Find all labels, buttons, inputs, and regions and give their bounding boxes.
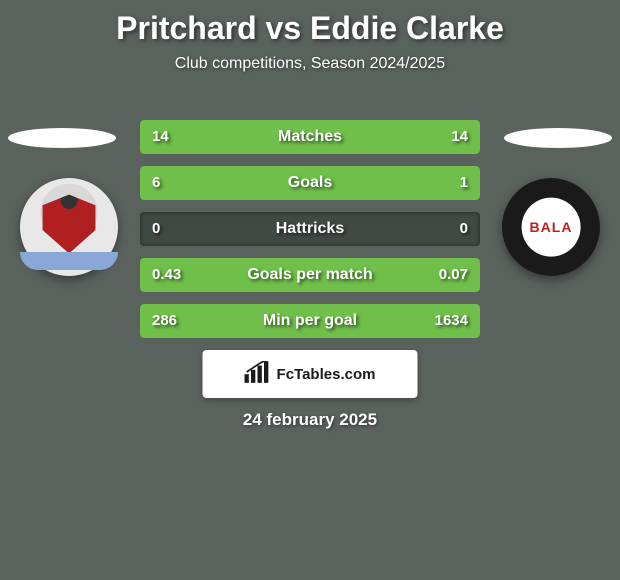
stat-row: 61Goals: [140, 166, 480, 200]
stat-label: Hattricks: [140, 212, 480, 246]
date-label: 24 february 2025: [0, 410, 620, 430]
stat-label: Matches: [140, 120, 480, 154]
brand-chart-icon: [245, 361, 271, 388]
stat-label: Min per goal: [140, 304, 480, 338]
home-club-crest: [20, 178, 118, 276]
stat-row: 00Hattricks: [140, 212, 480, 246]
page-title: Pritchard vs Eddie Clarke: [0, 0, 620, 47]
stat-row: 1414Matches: [140, 120, 480, 154]
away-club-crest: [502, 178, 600, 276]
stats-container: 1414Matches 61Goals 00Hattricks 0.430.07Goa…: [140, 120, 480, 350]
brand-link[interactable]: FcTables.com: [203, 350, 418, 398]
stat-row: 0.430.07Goals per match: [140, 258, 480, 292]
stat-label: Goals per match: [140, 258, 480, 292]
stat-row: 2861634Min per goal: [140, 304, 480, 338]
ellipse-decor-left: [8, 128, 116, 148]
stat-label: Goals: [140, 166, 480, 200]
brand-label: FcTables.com: [277, 366, 376, 383]
page-subtitle: Club competitions, Season 2024/2025: [0, 55, 620, 73]
ellipse-decor-right: [504, 128, 612, 148]
